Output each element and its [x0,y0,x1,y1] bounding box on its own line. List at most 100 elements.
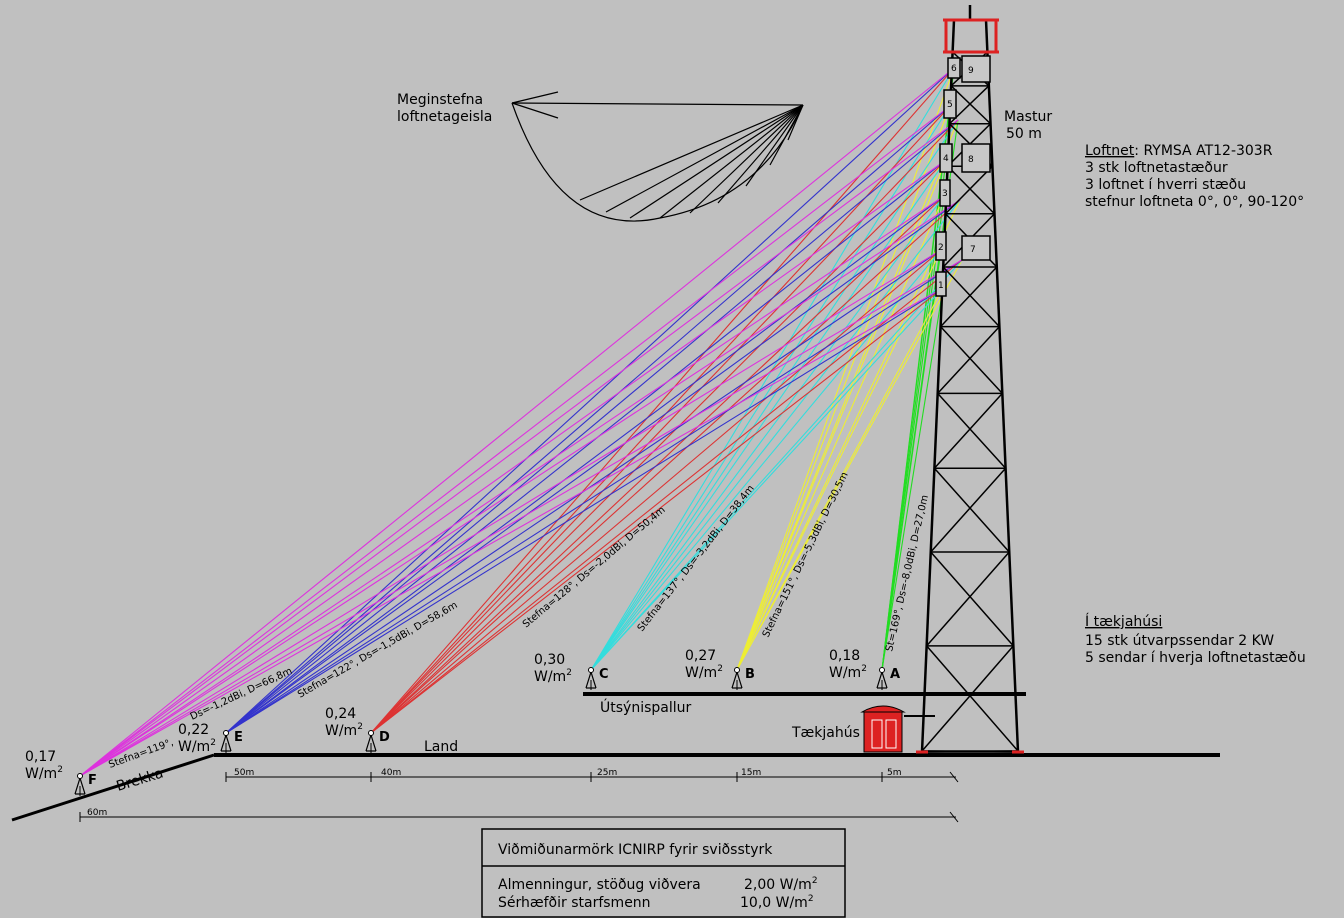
house-label: Tækjahús [791,725,860,741]
measurement-point-F: F 0,17W/m2 [25,749,97,796]
antenna-5 [943,89,957,119]
dim-60m: 60m [87,808,107,818]
dim-40m: 40m [381,768,401,778]
ray-B [736,159,947,671]
mast-brace [930,551,1014,647]
ray-C [590,195,945,671]
ray-D [370,159,947,734]
tripod-leg [370,734,377,752]
point-unit-D: W/m2 [325,722,363,739]
measurement-point-A: A 0,18W/m2 [829,648,900,690]
equipment-info-title: Í tækjahúsi [1085,613,1162,630]
mast-brace [940,326,1003,394]
point-unit-B: W/m2 [685,664,723,681]
mast-brace [950,85,992,125]
ray-F [79,159,947,777]
antenna-4 [939,143,953,173]
mast-height: 50 m [1006,126,1042,142]
equipment-info-line3: 5 sendar í hverja loftnetastæðu [1085,650,1306,666]
limits-row2-exp: 2 [808,894,814,904]
mast-brace [930,467,1007,553]
tripod-leg [876,671,883,689]
ray-E [225,287,944,734]
antenna-3-number: 3 [942,189,948,199]
antenna-3 [939,179,951,207]
ray-E [225,105,951,734]
ray-D [370,249,942,734]
antenna-8-number: 8 [968,155,974,165]
ray-D [370,287,944,734]
antenna-info-title-line: Loftnet: RYMSA AT12-303R [1085,143,1273,159]
mast-brace [926,645,1019,752]
ray-E [225,119,959,734]
dim-50m: 50m [234,768,254,778]
point-unit-F: W/m2 [25,765,63,782]
antenna-1-number: 1 [938,281,944,291]
antenna-9-number: 9 [968,66,974,76]
dimension-lines [79,771,959,823]
measurement-point-C: C 0,30W/m2 [534,652,609,690]
antenna-7-number: 7 [970,245,976,255]
point-unit-C: W/m2 [534,668,572,685]
tripod-leg [881,671,888,689]
terrain [11,692,1220,822]
probe-head [77,773,83,779]
antenna-info-line4: stefnur loftneta 0°, 0°, 90-120° [1085,194,1304,210]
point-value-A: 0,18 [829,648,860,664]
beam-ray [659,104,804,219]
mast-brace [933,392,1003,469]
mast-brace [933,467,1010,553]
measurement-point-E: E 0,22W/m2 [178,722,243,755]
beam-ray [629,104,804,219]
limits-title: Viðmiðunarmörk ICNIRP fyrir sviðsstyrk [498,842,773,858]
probe-head [368,730,374,736]
ray-label-A: St=169°, Ds=-8,0dBi, D=27,0m [884,494,931,653]
mast-brace [944,165,993,215]
limits-row2-value: 10,0 W/m2 [740,894,814,911]
antenna-info-title: Loftnet [1085,143,1135,159]
tripod-leg [731,671,738,689]
limits-row1-number: 2,00 W/m [744,877,812,893]
beam-ray [769,104,804,166]
point-unit-exp: 2 [861,664,867,674]
point-letter-F: F [88,773,97,788]
tripod-leg [736,671,743,689]
point-value-D: 0,24 [325,706,356,722]
point-unit-exp: 2 [566,668,572,678]
limits-row1-label: Almenningur, stöðug viðvera [498,877,701,893]
measurement-point-D: D 0,24W/m2 [325,706,390,753]
ray-F [79,195,945,777]
mast-label: Mastur [1004,109,1052,125]
antenna-6 [947,57,961,79]
mast-brace [921,645,1014,752]
antenna-2 [935,231,947,261]
beam-label-line2: loftnetageisla [397,109,492,125]
ray-A [881,287,944,671]
ray-C [590,119,959,671]
ray-D [370,259,963,734]
beam-ray [787,104,804,141]
dim-15m: 15m [741,768,761,778]
limits-row1-value: 2,00 W/m2 [744,876,818,893]
beam-label-line1: Meginstefna [397,92,483,108]
antenna-model: : RYMSA AT12-303R [1134,143,1272,159]
antenna-9 [961,55,991,83]
beam-arrowhead [511,91,559,104]
antenna-info-line3: 3 loftnet í hverri stæðu [1085,177,1246,193]
tripod-leg [79,777,86,795]
probe-head [588,667,594,673]
ray-F [79,119,959,777]
mast-right-leg [984,19,1020,753]
measurement-point-B: B 0,27W/m2 [685,648,755,690]
point-letter-E: E [234,730,243,745]
tripod-leg [225,734,232,752]
ray-E [225,195,945,734]
platform-label: Útsýnispallur [600,698,691,716]
measurement-points: A0,18W/m2B0,27W/m2C0,30W/m2D0,24W/m2E0,2… [25,648,900,796]
mast-brace [940,266,998,328]
point-value-C: 0,30 [534,652,565,668]
slope-label: Brekka [114,765,165,794]
mast-top-frame [943,18,999,54]
probe-head [879,667,885,673]
